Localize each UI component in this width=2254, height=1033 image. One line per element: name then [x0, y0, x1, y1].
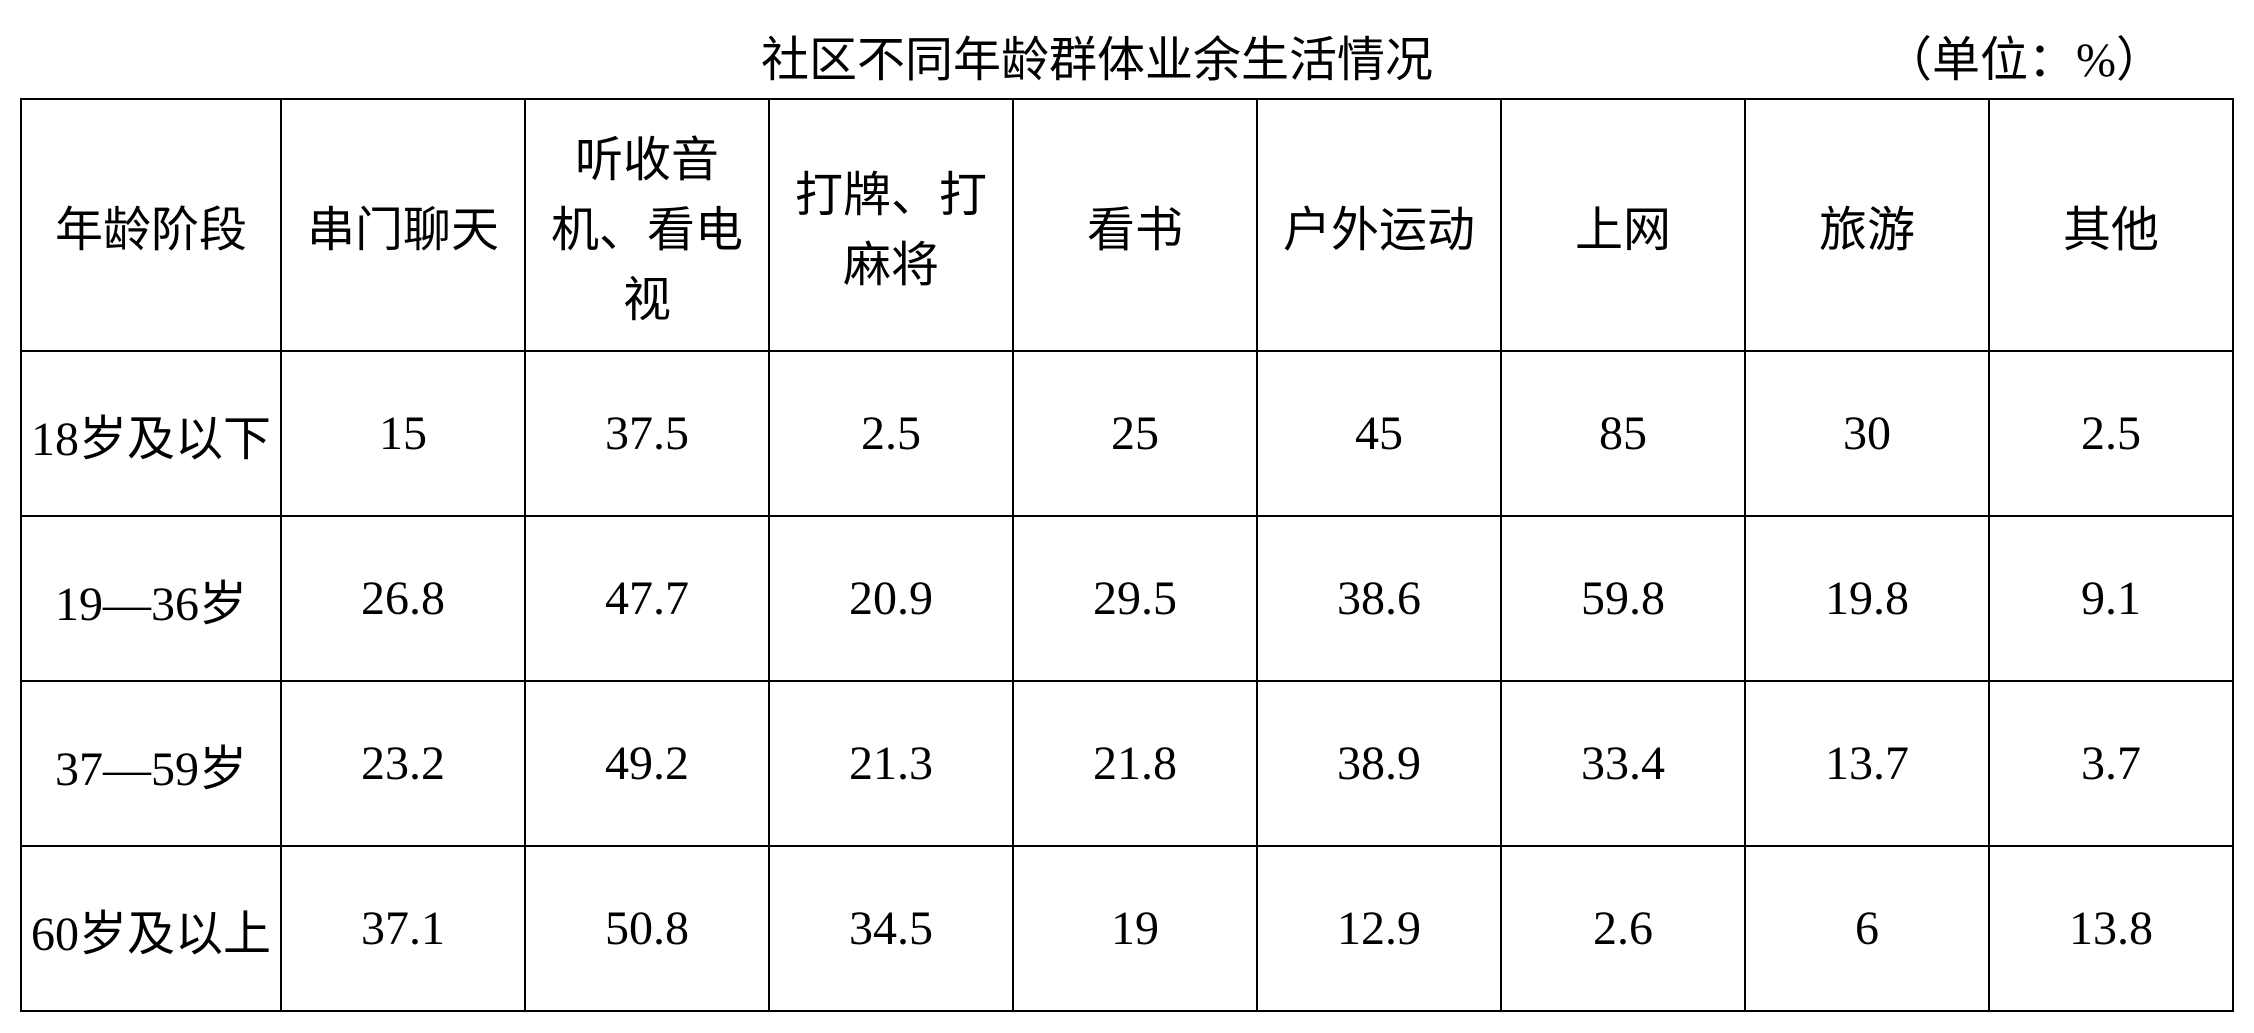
table-cell: 34.5: [769, 846, 1013, 1011]
table-cell: 29.5: [1013, 516, 1257, 681]
table-cell: 15: [281, 351, 525, 516]
column-header: 打牌、打麻将: [769, 99, 1013, 351]
column-header: 上网: [1501, 99, 1745, 351]
table-cell: 47.7: [525, 516, 769, 681]
column-header: 户外运动: [1257, 99, 1501, 351]
table-cell: 45: [1257, 351, 1501, 516]
table-cell: 85: [1501, 351, 1745, 516]
column-header: 其他: [1989, 99, 2233, 351]
row-label: 18岁及以下: [21, 351, 281, 516]
table-row: 19—36岁 26.8 47.7 20.9 29.5 38.6 59.8 19.…: [21, 516, 2233, 681]
column-header: 看书: [1013, 99, 1257, 351]
table-cell: 38.6: [1257, 516, 1501, 681]
table-unit: （单位：%）: [1884, 20, 2224, 90]
table-cell: 12.9: [1257, 846, 1501, 1011]
table-cell: 2.5: [769, 351, 1013, 516]
table-cell: 13.7: [1745, 681, 1989, 846]
table-cell: 13.8: [1989, 846, 2233, 1011]
table-cell: 26.8: [281, 516, 525, 681]
table-cell: 21.3: [769, 681, 1013, 846]
table-cell: 3.7: [1989, 681, 2233, 846]
table-cell: 23.2: [281, 681, 525, 846]
table-cell: 9.1: [1989, 516, 2233, 681]
table-row: 37—59岁 23.2 49.2 21.3 21.8 38.9 33.4 13.…: [21, 681, 2233, 846]
data-table: 年龄阶段 串门聊天 听收音机、看电视 打牌、打麻将 看书 户外运动 上网 旅游 …: [20, 98, 2234, 1012]
column-header: 串门聊天: [281, 99, 525, 351]
table-cell: 33.4: [1501, 681, 1745, 846]
column-header: 听收音机、看电视: [525, 99, 769, 351]
table-cell: 37.1: [281, 846, 525, 1011]
table-cell: 6: [1745, 846, 1989, 1011]
table-cell: 20.9: [769, 516, 1013, 681]
table-header-row: 年龄阶段 串门聊天 听收音机、看电视 打牌、打麻将 看书 户外运动 上网 旅游 …: [21, 99, 2233, 351]
column-header: 年龄阶段: [21, 99, 281, 351]
table-cell: 19.8: [1745, 516, 1989, 681]
table-cell: 37.5: [525, 351, 769, 516]
row-label: 19—36岁: [21, 516, 281, 681]
table-cell: 25: [1013, 351, 1257, 516]
table-cell: 30: [1745, 351, 1989, 516]
row-label: 37—59岁: [21, 681, 281, 846]
table-container: 社区不同年龄群体业余生活情况 （单位：%） 年龄阶段 串门聊天 听收音机、看电视…: [20, 20, 2234, 1012]
table-cell: 59.8: [1501, 516, 1745, 681]
table-row: 60岁及以上 37.1 50.8 34.5 19 12.9 2.6 6 13.8: [21, 846, 2233, 1011]
table-cell: 50.8: [525, 846, 769, 1011]
table-row: 18岁及以下 15 37.5 2.5 25 45 85 30 2.5: [21, 351, 2233, 516]
table-cell: 49.2: [525, 681, 769, 846]
table-cell: 2.6: [1501, 846, 1745, 1011]
table-cell: 2.5: [1989, 351, 2233, 516]
table-cell: 38.9: [1257, 681, 1501, 846]
row-label: 60岁及以上: [21, 846, 281, 1011]
table-cell: 19: [1013, 846, 1257, 1011]
table-cell: 21.8: [1013, 681, 1257, 846]
table-title: 社区不同年龄群体业余生活情况: [30, 20, 1884, 90]
column-header: 旅游: [1745, 99, 1989, 351]
table-title-row: 社区不同年龄群体业余生活情况 （单位：%）: [20, 20, 2234, 90]
